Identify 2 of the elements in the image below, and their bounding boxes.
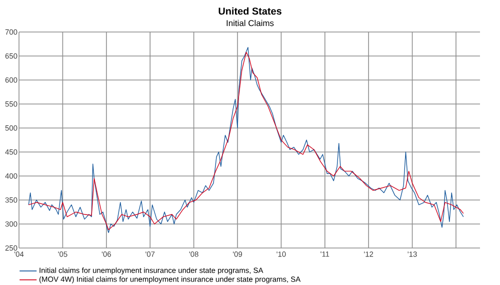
chart-title: United States [218, 7, 282, 15]
chart-subtitle: Initial Claims [226, 20, 274, 26]
